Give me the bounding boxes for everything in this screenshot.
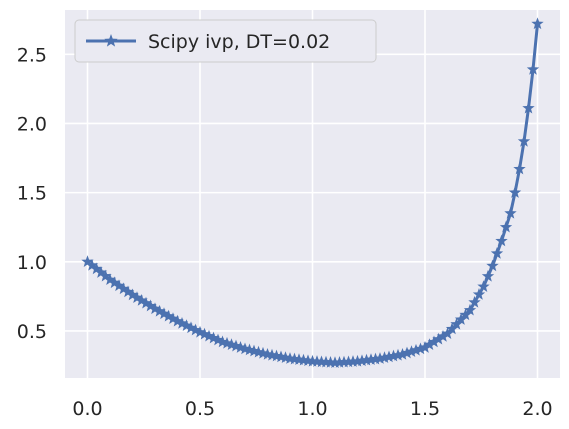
data-point-star bbox=[189, 323, 202, 336]
data-point-star bbox=[436, 330, 450, 342]
data-point-star bbox=[103, 273, 117, 286]
legend-box bbox=[74, 19, 377, 63]
data-point-star bbox=[459, 308, 472, 321]
data-point-star bbox=[378, 351, 391, 364]
data-point-star bbox=[108, 276, 121, 289]
data-point-star bbox=[504, 206, 517, 219]
data-point-star bbox=[121, 285, 135, 298]
data-point-star bbox=[414, 342, 427, 355]
data-point-star bbox=[139, 296, 153, 309]
data-point-star bbox=[180, 319, 193, 331]
legend: Scipy ivp, DT=0.02 bbox=[74, 19, 377, 63]
data-point-star bbox=[211, 333, 225, 346]
data-point-star bbox=[441, 327, 454, 339]
data-point-star bbox=[144, 299, 157, 312]
data-point-star bbox=[531, 17, 544, 30]
y-tick-label: 1.0 bbox=[17, 252, 47, 274]
data-point-star bbox=[333, 356, 346, 368]
data-point-star bbox=[166, 312, 180, 325]
data-point-star bbox=[184, 321, 198, 334]
data-point-star bbox=[472, 288, 486, 300]
data-point-star bbox=[508, 186, 522, 198]
data-point-star bbox=[454, 313, 468, 325]
data-point-star bbox=[517, 134, 531, 147]
data-point-star bbox=[463, 303, 477, 316]
x-tick-label: 0.5 bbox=[185, 398, 215, 420]
data-point-star bbox=[193, 325, 207, 338]
data-point-star bbox=[418, 341, 432, 353]
data-point-star bbox=[450, 317, 463, 330]
data-point-star bbox=[175, 316, 189, 329]
data-point-star bbox=[85, 258, 99, 271]
data-point-star bbox=[162, 309, 175, 322]
data-point-star bbox=[355, 354, 369, 367]
data-point-star bbox=[112, 279, 126, 292]
y-tick-label: 2.5 bbox=[17, 44, 47, 66]
data-point-star bbox=[432, 332, 445, 345]
data-point-star bbox=[207, 331, 220, 344]
data-point-star bbox=[94, 266, 108, 278]
data-point-star bbox=[526, 62, 540, 75]
data-point-star bbox=[477, 280, 490, 292]
y-tick-label: 2.0 bbox=[17, 113, 47, 135]
data-point-star bbox=[400, 346, 414, 359]
data-point-star bbox=[387, 349, 400, 362]
data-point-star bbox=[382, 350, 396, 363]
data-point-star bbox=[499, 220, 513, 233]
data-point-star bbox=[522, 101, 535, 114]
data-point-star bbox=[99, 269, 112, 282]
data-point-star bbox=[157, 307, 171, 320]
data-point-star bbox=[81, 255, 94, 268]
data-point-star bbox=[513, 162, 526, 175]
x-tick-label: 1.5 bbox=[410, 398, 440, 420]
data-point-star bbox=[490, 246, 504, 259]
data-point-star bbox=[427, 335, 441, 348]
data-point-star bbox=[135, 294, 148, 306]
x-axis: 0.0 0.5 1.0 1.5 2.0 bbox=[72, 398, 552, 420]
data-point-star bbox=[148, 302, 162, 315]
data-point-star bbox=[369, 352, 382, 365]
data-point-star bbox=[130, 291, 144, 304]
data-point-star bbox=[198, 327, 211, 340]
y-tick-label: 0.5 bbox=[17, 321, 47, 343]
data-point-star bbox=[202, 329, 216, 342]
data-point-star bbox=[405, 345, 418, 357]
data-point-star bbox=[351, 354, 364, 367]
data-point-star bbox=[360, 353, 373, 366]
data-point-star bbox=[486, 259, 499, 272]
data-point-star bbox=[391, 348, 405, 361]
data-point-star bbox=[126, 288, 139, 301]
data-point-star bbox=[90, 262, 103, 275]
data-point-star bbox=[481, 269, 495, 282]
y-tick-label: 1.5 bbox=[17, 183, 47, 205]
data-point-star bbox=[495, 234, 508, 247]
data-point-star bbox=[328, 356, 342, 369]
series-layer bbox=[81, 17, 544, 369]
data-point-star bbox=[171, 314, 184, 327]
data-point-star bbox=[346, 355, 360, 367]
x-tick-label: 2.0 bbox=[522, 398, 552, 420]
x-tick-label: 0.0 bbox=[72, 398, 102, 420]
x-tick-label: 1.0 bbox=[297, 398, 327, 420]
data-point-star bbox=[445, 322, 459, 335]
data-point-star bbox=[423, 338, 436, 351]
legend-entry-label: Scipy ivp, DT=0.02 bbox=[148, 31, 330, 53]
data-point-star bbox=[342, 355, 355, 368]
data-point-star bbox=[373, 352, 387, 364]
data-point-star bbox=[468, 295, 481, 308]
data-point-star bbox=[409, 343, 423, 356]
data-point-star bbox=[153, 304, 166, 317]
data-point-star bbox=[117, 282, 130, 295]
y-axis: 0.5 1.0 1.5 2.0 2.5 bbox=[17, 44, 47, 343]
data-point-star bbox=[337, 355, 351, 368]
legend-star-marker bbox=[104, 34, 118, 47]
data-point-star bbox=[364, 353, 378, 365]
data-point-star bbox=[396, 347, 409, 360]
